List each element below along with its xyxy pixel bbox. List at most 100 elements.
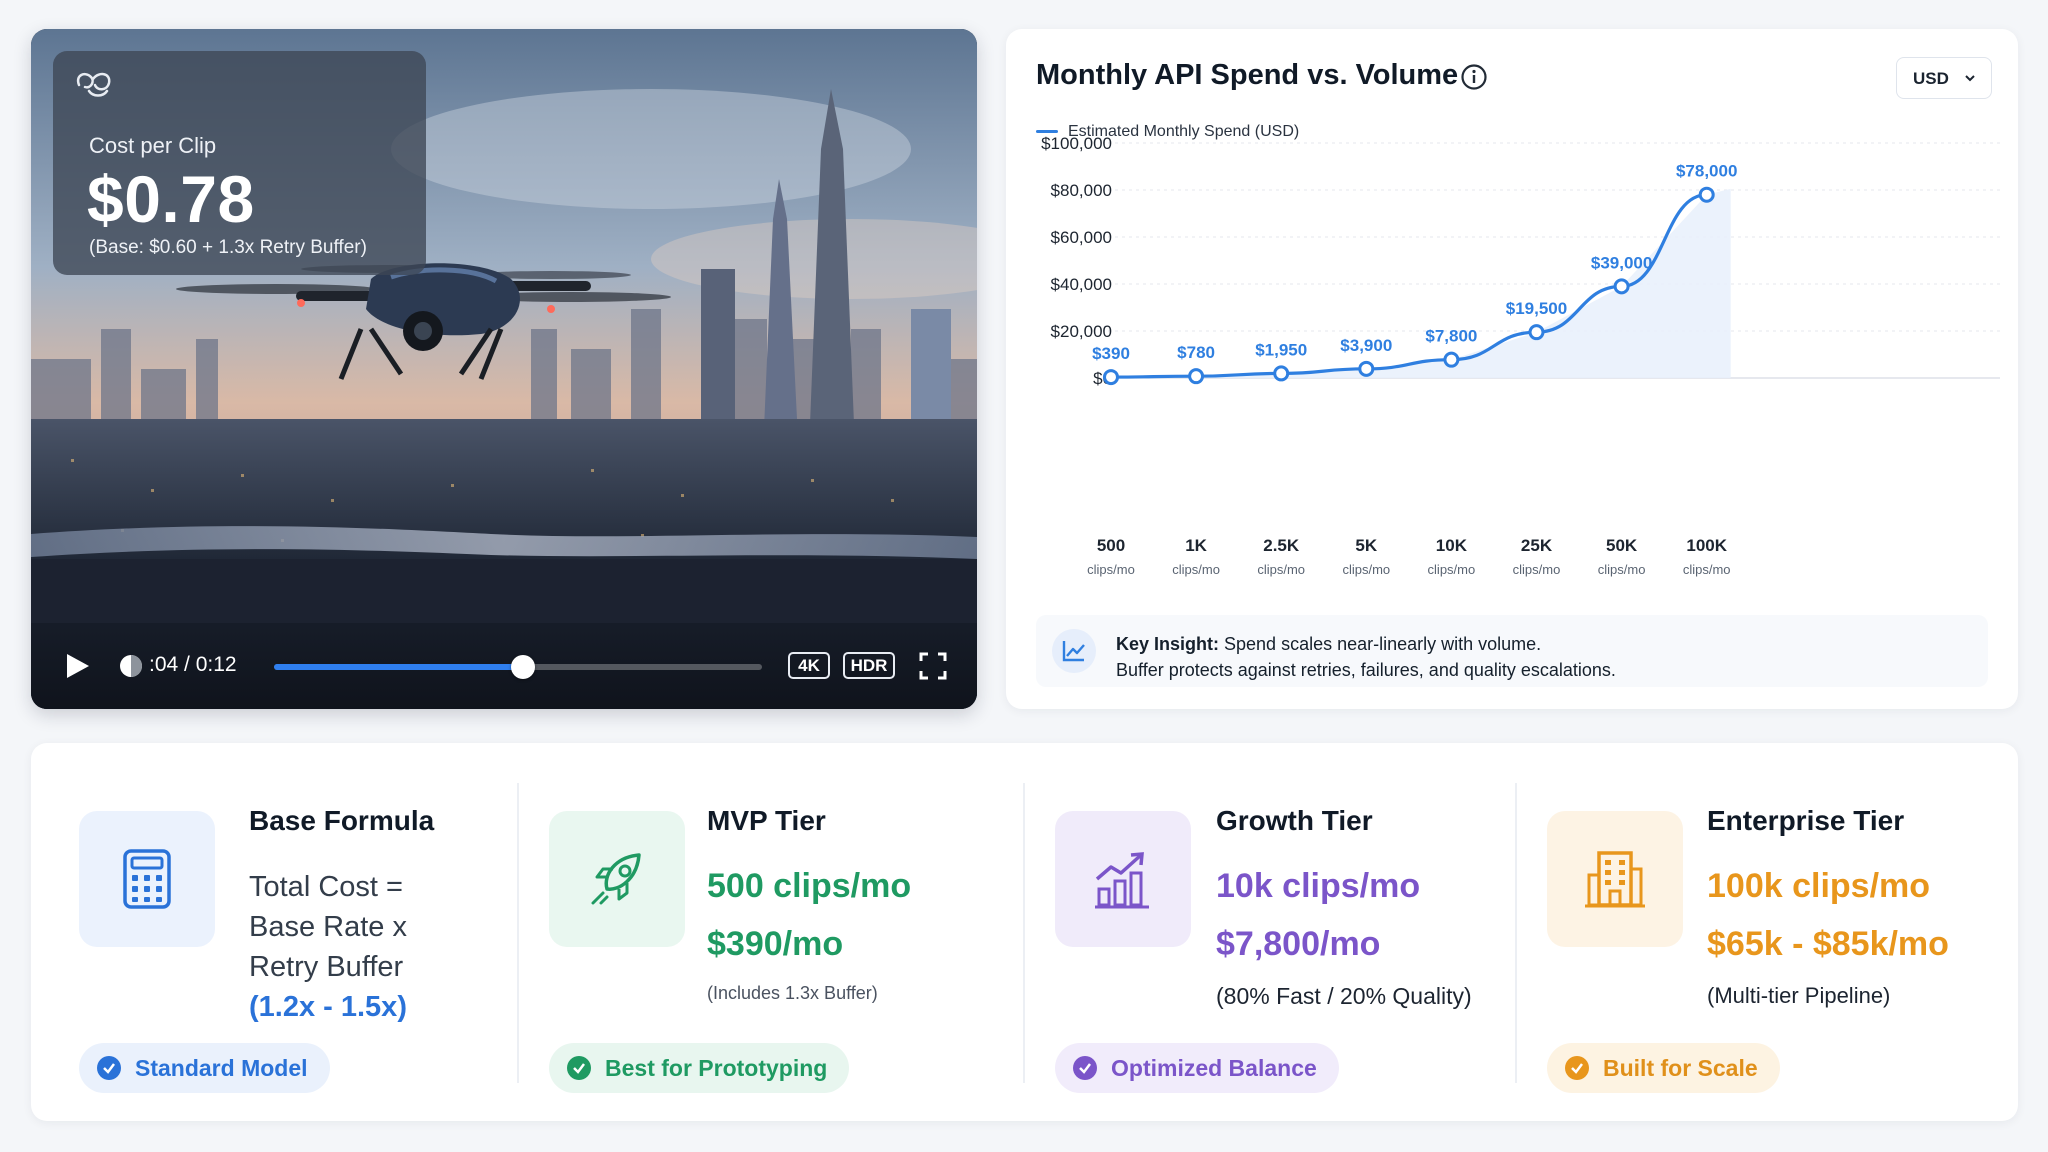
optimized-balance-pill[interactable]: Optimized Balance <box>1055 1043 1339 1093</box>
cost-value: $0.78 <box>87 162 255 236</box>
data-label: $39,000 <box>1591 253 1652 272</box>
data-point <box>1358 360 1375 377</box>
x-tick-sublabel: clips/mo <box>1342 562 1390 577</box>
insight-bold: Key Insight: <box>1116 634 1220 654</box>
data-label: $7,800 <box>1425 327 1477 346</box>
x-tick-label: 10K <box>1436 536 1468 555</box>
y-tick-label: $100,000 <box>1041 134 1112 153</box>
play-icon[interactable] <box>63 651 91 681</box>
check-circle-icon <box>97 1056 121 1080</box>
mvp-price: $390/mo <box>707 925 844 963</box>
progress-fill <box>274 664 523 670</box>
formula-line: Total Cost = <box>249 871 403 903</box>
progress-handle[interactable] <box>510 655 535 679</box>
pill-label: Standard Model <box>135 1055 308 1081</box>
formula-range: (1.2x - 1.5x) <box>249 991 407 1023</box>
data-point <box>1443 351 1460 368</box>
data-point <box>1698 186 1715 203</box>
video-controls: :04 / 0:12 4K HDR <box>31 623 977 709</box>
enterprise-note: (Multi-tier Pipeline) <box>1707 983 1891 1008</box>
growth-tier-title: Growth Tier <box>1216 805 1373 836</box>
x-tick-sublabel: clips/mo <box>1087 562 1135 577</box>
growth-volume: 10k clips/mo <box>1216 867 1421 905</box>
data-point <box>1103 369 1119 386</box>
pill-label: Built for Scale <box>1603 1055 1758 1081</box>
built-for-scale-pill[interactable]: Built for Scale <box>1547 1043 1780 1093</box>
insight-text: Key Insight: Spend scales near-linearly … <box>1116 631 1616 683</box>
x-tick-label: 1K <box>1185 536 1207 555</box>
volume-icon[interactable] <box>119 654 145 678</box>
legend-swatch <box>1036 130 1058 134</box>
data-point <box>1613 278 1630 295</box>
divider <box>1515 783 1517 1083</box>
enterprise-volume: 100k clips/mo <box>1707 867 1931 905</box>
cost-label: Cost per Clip <box>89 133 217 158</box>
rocket-tile <box>549 811 685 947</box>
key-insight-box: Key Insight: Spend scales near-linearly … <box>1036 615 1988 687</box>
x-tick-sublabel: clips/mo <box>1172 562 1220 577</box>
drone-graphic <box>176 263 671 380</box>
base-formula-text: Total Cost = Base Rate x Retry Buffer (1… <box>249 867 407 1027</box>
fullscreen-icon[interactable] <box>919 652 947 680</box>
building-tile <box>1547 811 1683 947</box>
legend-label: Estimated Monthly Spend (USD) <box>1068 123 1300 140</box>
line-chart: $0$20,000$40,000$60,000$80,000$100,000$3… <box>1041 134 2000 577</box>
chart-title: Monthly API Spend vs. Volume <box>1036 59 1459 91</box>
logo-icon <box>76 72 111 97</box>
quality-4k-badge[interactable]: 4K <box>788 652 830 679</box>
area-fill <box>1111 188 1731 378</box>
enterprise-price: $65k - $85k/mo <box>1707 925 1949 963</box>
building-icon <box>1585 851 1645 908</box>
y-tick-label: $40,000 <box>1051 275 1112 294</box>
x-tick-sublabel: clips/mo <box>1598 562 1646 577</box>
x-tick-sublabel: clips/mo <box>1513 562 1561 577</box>
mvp-note: (Includes 1.3x Buffer) <box>707 983 878 1003</box>
rocket-icon <box>591 853 641 905</box>
x-tick-label: 50K <box>1606 536 1638 555</box>
hdr-badge[interactable]: HDR <box>843 652 895 679</box>
pricing-tiers-card: Base Formula Total Cost = Base Rate x Re… <box>31 743 2018 1121</box>
x-tick-label: 5K <box>1355 536 1377 555</box>
y-tick-label: $60,000 <box>1051 228 1112 247</box>
data-point <box>1273 365 1290 382</box>
pill-label: Best for Prototyping <box>605 1055 828 1081</box>
insight-line-2: Buffer protects against retries, failure… <box>1116 660 1616 680</box>
video-player[interactable]: Cost per Clip $0.78 (Base: $0.60 + 1.3x … <box>31 29 977 709</box>
data-label: $78,000 <box>1676 162 1737 181</box>
growth-tile <box>1055 811 1191 947</box>
currency-value: USD <box>1913 69 1949 88</box>
x-tick-sublabel: clips/mo <box>1683 562 1731 577</box>
calculator-tile <box>79 811 215 947</box>
cost-note: (Base: $0.60 + 1.3x Retry Buffer) <box>89 237 367 258</box>
x-tick-label: 2.5K <box>1263 536 1300 555</box>
data-label: $3,900 <box>1340 336 1392 355</box>
spend-chart-card: Monthly API Spend vs. Volume USD Estimat… <box>1006 29 2018 709</box>
enterprise-tier-title: Enterprise Tier <box>1707 805 1905 836</box>
data-point <box>1188 368 1205 385</box>
formula-line: Retry Buffer <box>249 951 404 983</box>
data-label: $1,950 <box>1255 340 1307 359</box>
x-tick-label: 100K <box>1686 536 1727 555</box>
calculator-icon <box>123 849 171 909</box>
mvp-volume: 500 clips/mo <box>707 867 912 905</box>
time-readout: :04 / 0:12 <box>149 653 237 676</box>
standard-model-pill[interactable]: Standard Model <box>79 1043 330 1093</box>
formula-line: Base Rate x <box>249 911 407 943</box>
data-label: $780 <box>1177 343 1215 362</box>
currency-select[interactable]: USD <box>1896 57 1992 99</box>
chevron-down-icon <box>1965 75 1975 82</box>
best-for-prototyping-pill[interactable]: Best for Prototyping <box>549 1043 850 1093</box>
check-circle-icon <box>1073 1056 1097 1080</box>
data-point <box>1528 324 1545 341</box>
growth-chart-icon <box>1095 852 1149 909</box>
x-tick-label: 25K <box>1521 536 1553 555</box>
check-circle-icon <box>1565 1056 1589 1080</box>
progress-track[interactable] <box>274 655 762 679</box>
trend-icon <box>1052 629 1096 673</box>
info-icon[interactable] <box>1460 63 1488 91</box>
cost-per-clip-overlay: Cost per Clip $0.78 (Base: $0.60 + 1.3x … <box>53 51 426 275</box>
y-tick-label: $80,000 <box>1051 181 1112 200</box>
divider <box>517 783 519 1083</box>
data-label: $390 <box>1092 344 1130 363</box>
y-tick-label: $20,000 <box>1051 322 1112 341</box>
